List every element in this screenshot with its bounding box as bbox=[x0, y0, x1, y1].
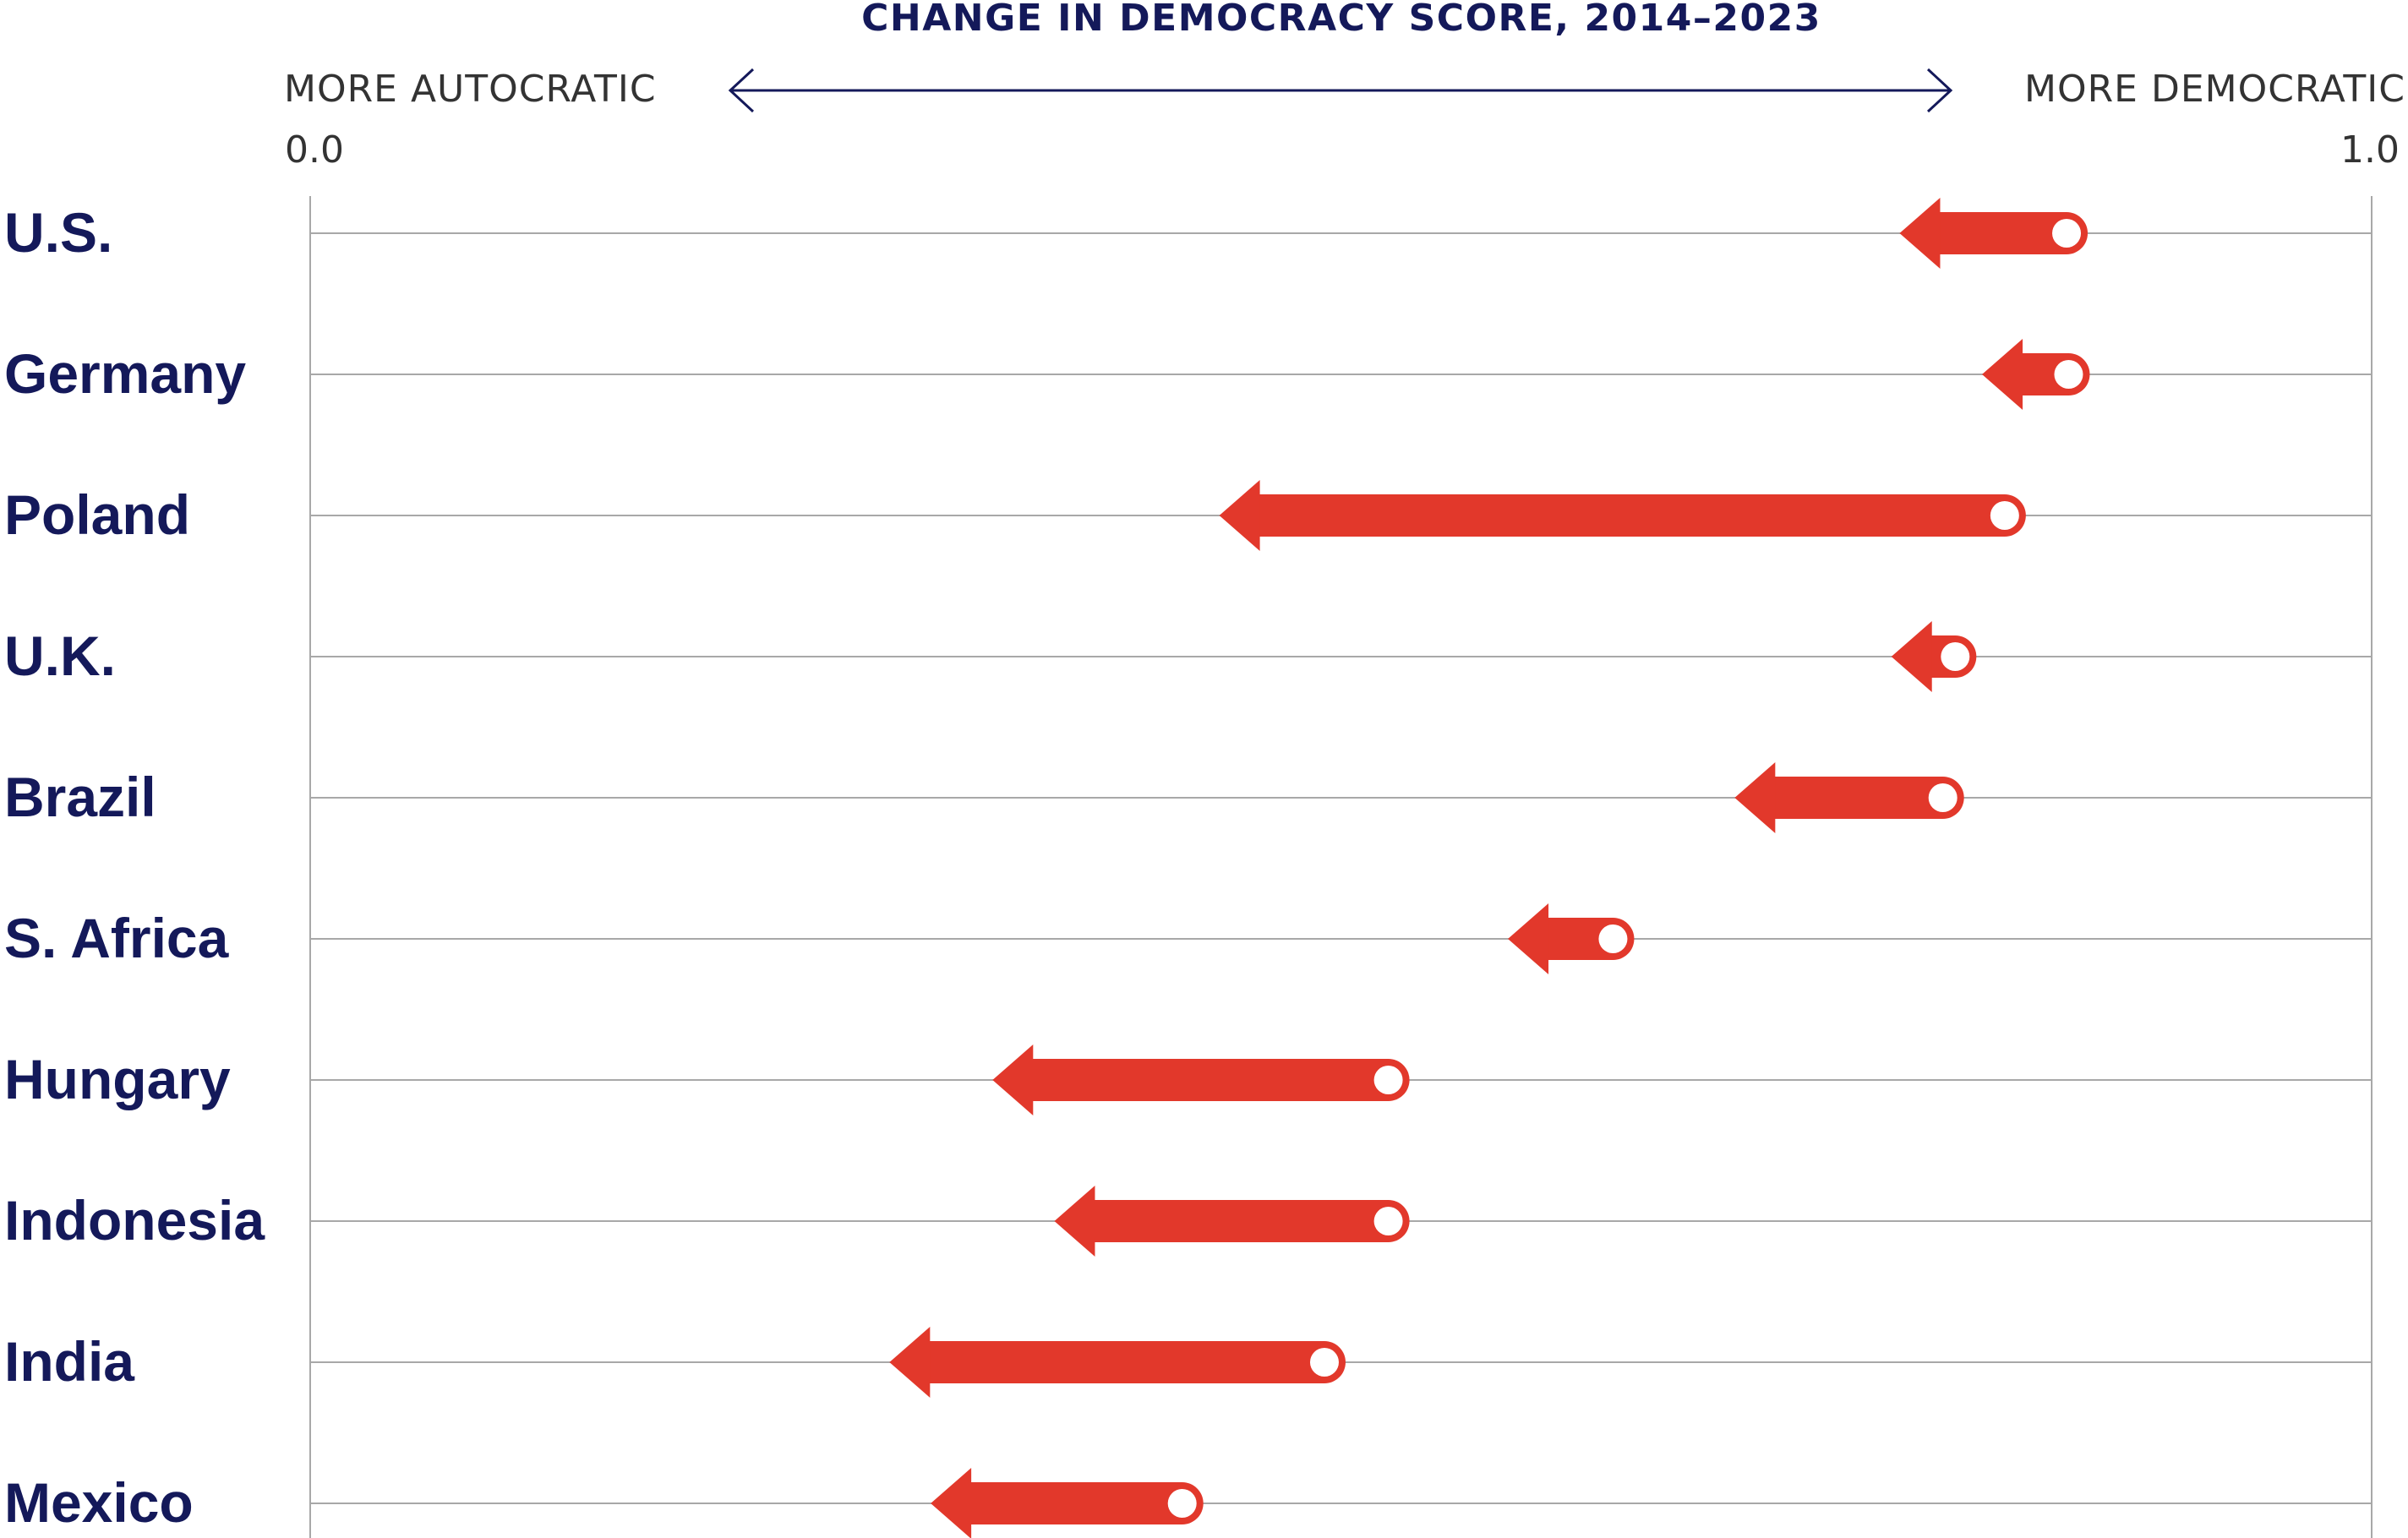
marker-2014 bbox=[2052, 219, 2082, 248]
chart-title: CHANGE IN DEMOCRACY SCORE, 2014–2023 bbox=[861, 0, 1821, 40]
arrowhead-2023 bbox=[1899, 198, 1941, 269]
row-label: Mexico bbox=[4, 1471, 194, 1534]
arrowhead-2023 bbox=[931, 1468, 972, 1538]
more-autocratic-label: MORE AUTOCRATIC bbox=[284, 68, 657, 111]
row-label: Hungary bbox=[4, 1048, 231, 1110]
row-label: U.S. bbox=[4, 201, 112, 264]
more-democratic-label: MORE DEMOCRATIC bbox=[2024, 68, 2405, 111]
marker-2014 bbox=[1598, 924, 1628, 953]
row-label: S. Africa bbox=[4, 907, 230, 969]
row-label: Germany bbox=[4, 342, 246, 405]
arrowhead-2023 bbox=[992, 1044, 1034, 1115]
row-label: India bbox=[4, 1330, 135, 1393]
row-label: Poland bbox=[4, 483, 190, 546]
marker-2014 bbox=[1167, 1489, 1197, 1518]
arrowhead-2023 bbox=[1219, 480, 1260, 551]
arrowhead-2023 bbox=[1891, 621, 1932, 692]
chart-rows: U.S. Germany Poland U.K. Brazil S. Africa Hung… bbox=[4, 198, 2372, 1538]
tick-label-max: 1.0 bbox=[2340, 128, 2400, 172]
left-arrowhead-icon bbox=[728, 68, 755, 113]
marker-2014 bbox=[1373, 1066, 1403, 1094]
marker-2014 bbox=[1309, 1348, 1339, 1377]
row-label: Indonesia bbox=[4, 1189, 265, 1252]
arrowhead-2023 bbox=[1054, 1186, 1095, 1257]
row-label: Brazil bbox=[4, 766, 156, 828]
arrowhead-2023 bbox=[1982, 339, 2023, 410]
marker-2014 bbox=[1373, 1207, 1403, 1235]
marker-2014 bbox=[1990, 501, 2019, 530]
marker-2014 bbox=[2054, 360, 2083, 389]
right-arrowhead-icon bbox=[1926, 68, 1953, 113]
marker-2014 bbox=[1941, 642, 1970, 671]
arrowhead-2023 bbox=[889, 1327, 931, 1398]
tick-label-min: 0.0 bbox=[285, 128, 344, 172]
arrowhead-2023 bbox=[1734, 762, 1776, 833]
row-label: U.K. bbox=[4, 624, 116, 687]
marker-2014 bbox=[1928, 783, 1958, 812]
arrowhead-2023 bbox=[1508, 903, 1549, 974]
